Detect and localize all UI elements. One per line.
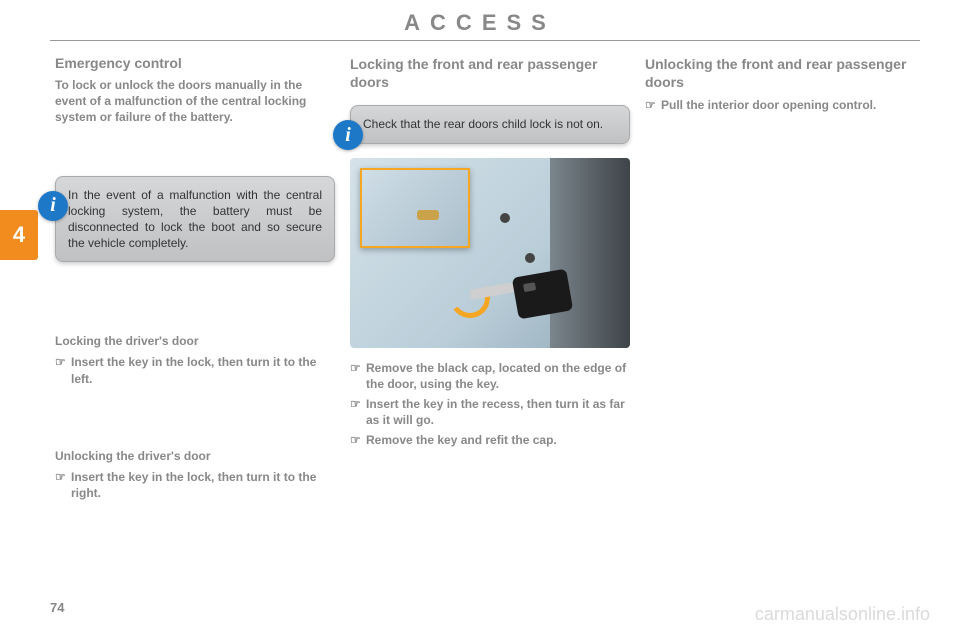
- page-number: 74: [50, 600, 64, 615]
- section-tab: 4: [0, 210, 38, 260]
- col1-sub1-item: ☞ Insert the key in the lock, then turn …: [55, 354, 335, 386]
- key-button: [523, 282, 536, 292]
- spacer: [55, 136, 335, 176]
- header-rule: [50, 40, 920, 41]
- pointer-icon: ☞: [350, 396, 366, 412]
- col1-sub2-item: ☞ Insert the key in the lock, then turn …: [55, 469, 335, 501]
- spacer: [55, 276, 335, 316]
- info-box-2-text: Check that the rear doors child lock is …: [363, 117, 603, 131]
- info-icon: i: [333, 120, 363, 150]
- key-head: [512, 268, 573, 319]
- pointer-icon: ☞: [55, 469, 71, 485]
- col2-item-1: ☞ Remove the black cap, located on the e…: [350, 360, 630, 392]
- door-lock-illustration: [350, 158, 630, 348]
- lock-pin: [417, 210, 439, 220]
- pointer-icon: ☞: [350, 432, 366, 448]
- col2-item-2-text: Insert the key in the recess, then turn …: [366, 396, 630, 428]
- info-icon: i: [38, 191, 68, 221]
- page-root: ACCESS 4 Emergency control To lock or un…: [0, 0, 960, 640]
- column-3: Unlocking the front and rear passenger d…: [645, 55, 925, 118]
- pointer-icon: ☞: [645, 97, 661, 113]
- watermark: carmanualsonline.info: [755, 604, 930, 625]
- col2-heading: Locking the front and rear passenger doo…: [350, 55, 630, 91]
- info-box-1-text: In the event of a malfunction with the c…: [68, 188, 322, 251]
- col1-heading: Emergency control: [55, 55, 335, 71]
- pointer-icon: ☞: [350, 360, 366, 376]
- inset-detail: [360, 168, 470, 248]
- column-1: Emergency control To lock or unlock the …: [55, 55, 335, 505]
- col3-item-text: Pull the interior door opening control.: [661, 97, 876, 113]
- col2-item-1-text: Remove the black cap, located on the edg…: [366, 360, 630, 392]
- col3-heading: Unlocking the front and rear passenger d…: [645, 55, 925, 91]
- page-title: ACCESS: [0, 10, 960, 36]
- col1-sub1-item-text: Insert the key in the lock, then turn it…: [71, 354, 335, 386]
- col2-item-3-text: Remove the key and refit the cap.: [366, 432, 557, 448]
- col3-item: ☞ Pull the interior door opening control…: [645, 97, 925, 113]
- col2-item-3: ☞ Remove the key and refit the cap.: [350, 432, 630, 448]
- pointer-icon: ☞: [55, 354, 71, 370]
- info-box-1: i In the event of a malfunction with the…: [55, 176, 335, 263]
- screw-icon: [525, 253, 535, 263]
- key-icon: [470, 263, 580, 323]
- col1-sub2: Unlocking the driver's door: [55, 449, 335, 463]
- screw-icon: [500, 213, 510, 223]
- spacer: [55, 391, 335, 431]
- col1-sub1: Locking the driver's door: [55, 334, 335, 348]
- col2-item-2: ☞ Insert the key in the recess, then tur…: [350, 396, 630, 428]
- col1-sub2-item-text: Insert the key in the lock, then turn it…: [71, 469, 335, 501]
- spacer: [350, 97, 630, 105]
- col1-lead: To lock or unlock the doors manually in …: [55, 77, 335, 126]
- info-box-2: i Check that the rear doors child lock i…: [350, 105, 630, 143]
- column-2: Locking the front and rear passenger doo…: [350, 55, 630, 453]
